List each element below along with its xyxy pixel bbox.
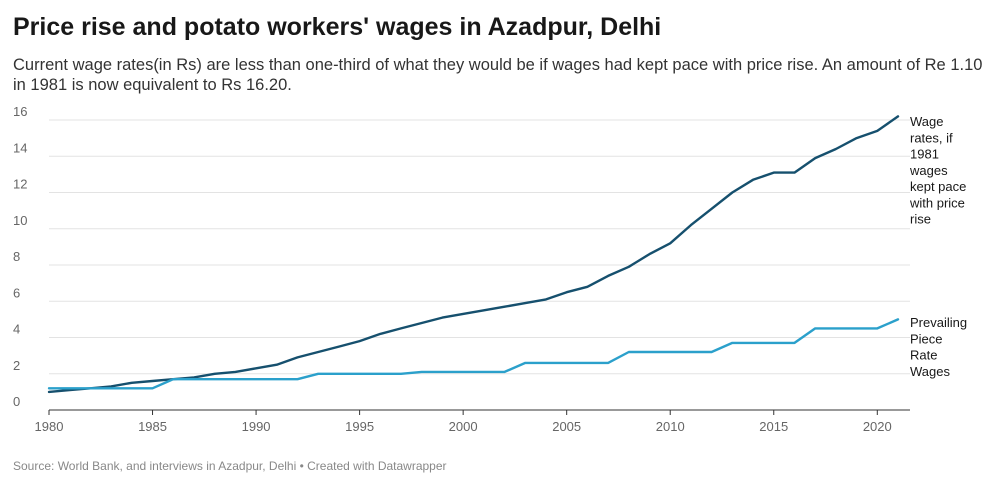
x-tick-label: 1990 <box>242 419 271 434</box>
x-tick-label: 1985 <box>138 419 167 434</box>
x-tick-label: 1980 <box>35 419 64 434</box>
chart-subtitle: Current wage rates(in Rs) are less than … <box>13 56 983 94</box>
y-axis-tick-labels: 0 2 4 6 8 10 12 14 16 <box>13 104 27 409</box>
series-label-2: Prevailing Piece Rate Wages <box>910 315 967 379</box>
gridlines <box>49 119 910 411</box>
series-line-1 <box>47 115 900 394</box>
x-tick-label: 2000 <box>449 419 478 434</box>
source-note: Source: World Bank, and interviews in Az… <box>13 459 447 473</box>
series-labels: Wage rates, if 1981 wages kept pace with pric… <box>909 114 967 379</box>
y-tick-label: 14 <box>13 140 27 155</box>
x-tick-label: 2015 <box>759 419 788 434</box>
y-tick-label: 12 <box>13 177 27 192</box>
x-tick-label: 1995 <box>345 419 374 434</box>
y-tick-label: 2 <box>13 358 20 373</box>
x-tick-label: 2010 <box>656 419 685 434</box>
y-tick-label: 16 <box>13 104 27 119</box>
y-tick-label: 0 <box>13 394 20 409</box>
y-tick-label: 8 <box>13 249 20 264</box>
series-line-2 <box>47 318 900 390</box>
x-tick-label: 2020 <box>863 419 892 434</box>
y-tick-label: 6 <box>13 285 20 300</box>
x-tick-label: 2005 <box>552 419 581 434</box>
y-tick-label: 10 <box>13 213 27 228</box>
y-tick-label: 4 <box>13 322 20 337</box>
series-label-1: Wage rates, if 1981 wages kept pace with pric… <box>909 114 966 227</box>
series-lines <box>47 115 900 394</box>
chart-title: Price rise and potato workers' wages in … <box>13 13 662 41</box>
x-axis-tick-labels: 1980 1985 1990 1995 2000 2005 2010 2015 2020 <box>35 419 892 434</box>
x-axis-ticks <box>48 410 878 415</box>
